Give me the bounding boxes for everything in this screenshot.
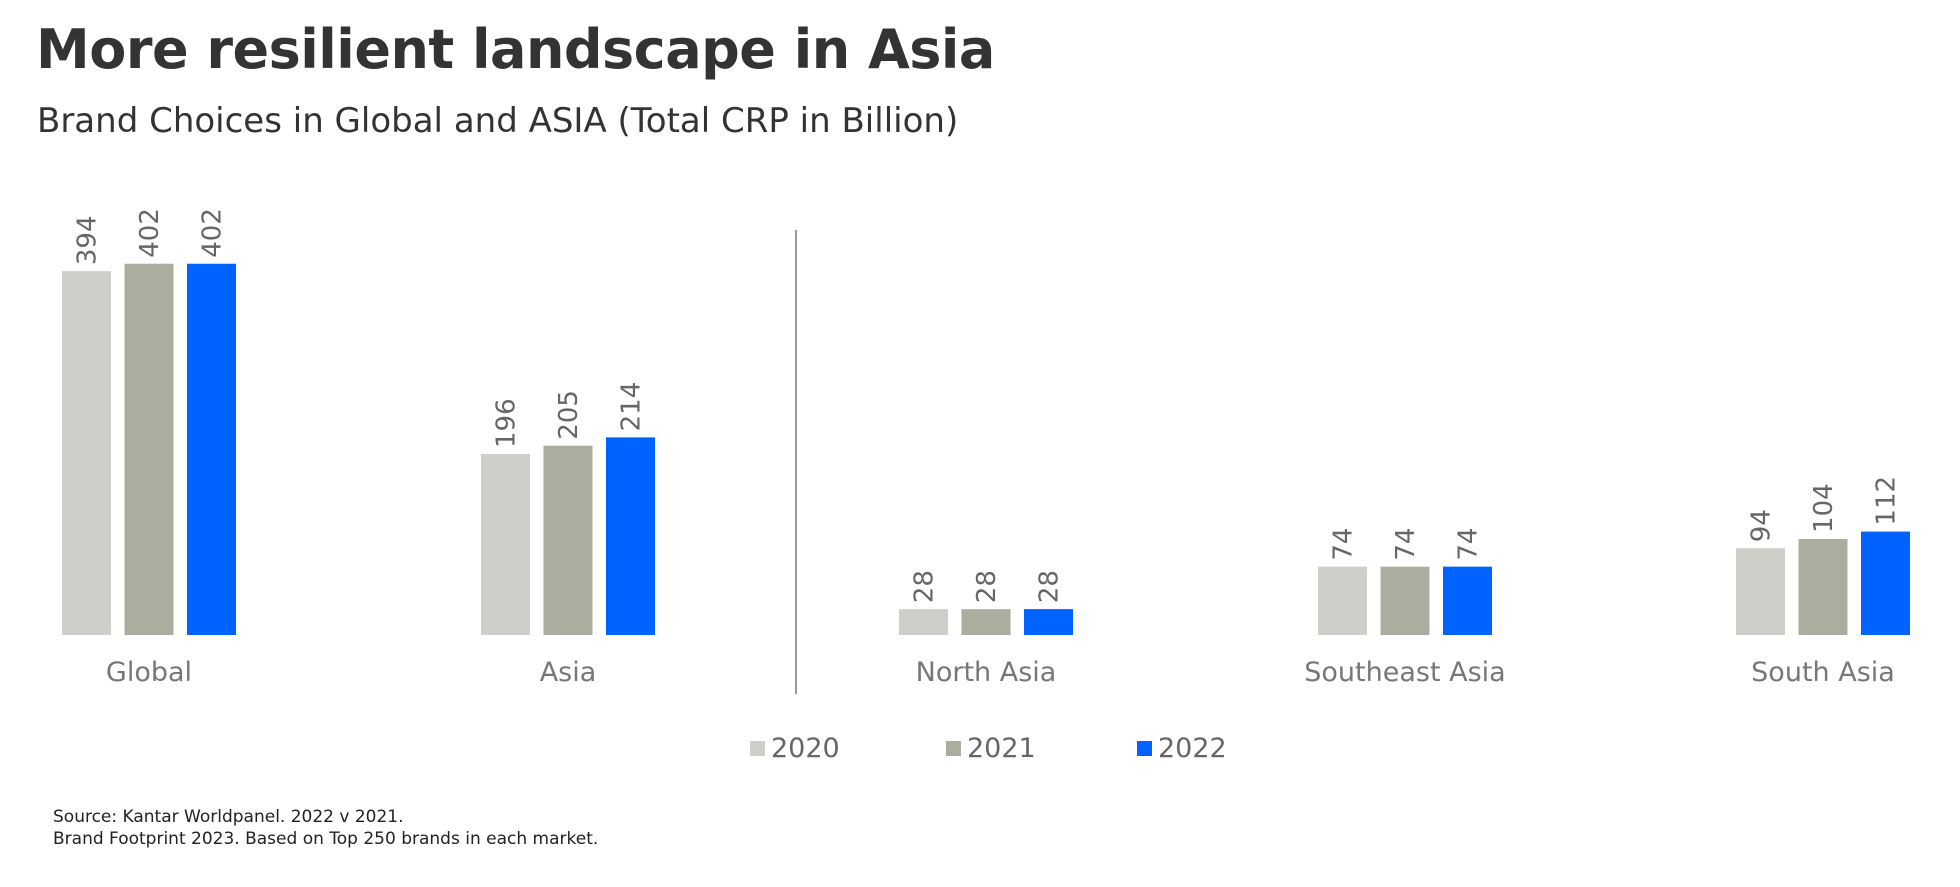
source-line-1: Source: Kantar Worldpanel. 2022 v 2021. bbox=[53, 807, 404, 827]
data-label-asia-2022: 214 bbox=[617, 382, 647, 432]
bar-global-2020 bbox=[62, 271, 111, 635]
legend-swatch-2022 bbox=[1137, 740, 1152, 756]
legend-item-2022: 2022 bbox=[1137, 728, 1227, 768]
bar-global-2021 bbox=[124, 263, 174, 635]
data-label-south-asia-2022: 112 bbox=[1872, 476, 1902, 526]
data-label-global-2022: 402 bbox=[198, 208, 228, 258]
data-label-global-2021: 402 bbox=[135, 208, 165, 258]
bar-asia-2021 bbox=[543, 445, 593, 635]
legend-swatch-2021 bbox=[946, 740, 961, 756]
legend-label-2020: 2020 bbox=[771, 732, 840, 764]
data-label-southeast-asia-2020: 74 bbox=[1329, 528, 1359, 561]
data-label-asia-2021: 205 bbox=[554, 390, 584, 440]
bar-north-asia-2020 bbox=[899, 609, 948, 635]
bar-southeast-asia-2021 bbox=[1380, 566, 1430, 635]
bar-global-2022 bbox=[187, 263, 236, 635]
legend-item-2020: 2020 bbox=[750, 728, 840, 768]
bar-north-asia-2021 bbox=[961, 609, 1011, 635]
chart-title: More resilient landscape in Asia bbox=[36, 18, 995, 81]
data-label-global-2020: 394 bbox=[73, 216, 103, 266]
bar-asia-2022 bbox=[606, 437, 655, 635]
legend-label-2021: 2021 bbox=[967, 732, 1036, 764]
bar-asia-2020 bbox=[481, 453, 530, 635]
data-label-asia-2020: 196 bbox=[492, 398, 522, 448]
bar-south-asia-2021 bbox=[1798, 538, 1848, 635]
source-note: Source: Kantar Worldpanel. 2022 v 2021. … bbox=[53, 806, 598, 850]
data-label-southeast-asia-2022: 74 bbox=[1454, 528, 1484, 561]
bar-north-asia-2022 bbox=[1024, 609, 1073, 635]
bar-chart: 394 402 402 Global 196 205 214 Asia 28 28 28 North … bbox=[62, 208, 1910, 694]
legend-label-2022: 2022 bbox=[1158, 732, 1227, 764]
bar-southeast-asia-2020 bbox=[1318, 566, 1367, 635]
category-label-asia: Asia bbox=[540, 657, 597, 688]
data-label-southeast-asia-2021: 74 bbox=[1391, 528, 1421, 561]
data-label-south-asia-2021: 104 bbox=[1809, 483, 1839, 533]
source-line-2: Brand Footprint 2023. Based on Top 250 b… bbox=[53, 829, 599, 849]
legend-item-2021: 2021 bbox=[946, 728, 1036, 768]
category-label-southeast-asia: Southeast Asia bbox=[1304, 657, 1505, 688]
data-label-north-asia-2021: 28 bbox=[972, 570, 1002, 603]
category-label-north-asia: North Asia bbox=[916, 657, 1057, 688]
legend-swatch-2020 bbox=[750, 740, 765, 756]
category-label-south-asia: South Asia bbox=[1751, 657, 1895, 688]
bar-south-asia-2022 bbox=[1861, 531, 1910, 635]
bar-southeast-asia-2022 bbox=[1443, 566, 1492, 635]
category-label-global: Global bbox=[106, 657, 192, 688]
chart-legend: 2020 2021 2022 bbox=[0, 728, 1960, 768]
chart-subtitle: Brand Choices in Global and ASIA (Total … bbox=[37, 101, 959, 141]
bar-south-asia-2020 bbox=[1736, 548, 1785, 635]
data-label-south-asia-2020: 94 bbox=[1747, 509, 1777, 542]
data-label-north-asia-2020: 28 bbox=[910, 570, 940, 603]
data-label-north-asia-2022: 28 bbox=[1035, 570, 1065, 603]
